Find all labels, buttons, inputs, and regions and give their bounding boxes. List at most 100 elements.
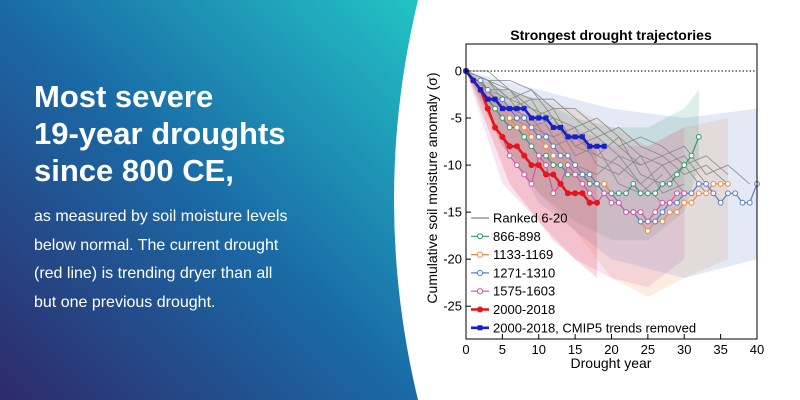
legend-label: 2000-2018 bbox=[493, 302, 555, 317]
headline: Most severe 19-year droughts since 800 C… bbox=[34, 78, 374, 189]
legend-entry: 1271-1310 bbox=[471, 265, 555, 280]
ranked-line-15 bbox=[465, 70, 641, 166]
data-point bbox=[674, 199, 680, 206]
y-tick-label: -25 bbox=[443, 299, 462, 314]
legend-label: Ranked 6-20 bbox=[493, 211, 567, 226]
data-point bbox=[470, 77, 476, 83]
data-point bbox=[514, 124, 520, 131]
data-point bbox=[615, 190, 622, 197]
data-point bbox=[506, 152, 513, 159]
data-point bbox=[637, 209, 644, 216]
headline-line-1: Most severe bbox=[34, 79, 214, 114]
data-point bbox=[579, 190, 586, 197]
data-point bbox=[499, 115, 506, 121]
data-point bbox=[674, 209, 680, 216]
legend-marker bbox=[476, 251, 484, 258]
data-point bbox=[659, 218, 666, 225]
data-point bbox=[558, 124, 564, 130]
data-point bbox=[674, 171, 680, 178]
data-point bbox=[637, 218, 644, 225]
data-point bbox=[535, 152, 542, 159]
data-point bbox=[499, 133, 506, 140]
data-point bbox=[659, 199, 666, 206]
data-point bbox=[521, 152, 528, 159]
data-point bbox=[681, 199, 688, 206]
data-point bbox=[528, 180, 535, 187]
data-point bbox=[492, 124, 499, 131]
legend-entry: 2000-2018 bbox=[471, 302, 555, 317]
data-point bbox=[666, 209, 673, 216]
data-point bbox=[688, 190, 695, 197]
data-point bbox=[514, 106, 520, 112]
data-point bbox=[521, 106, 527, 112]
data-point bbox=[528, 133, 535, 140]
data-point bbox=[550, 143, 557, 150]
x-axis-label: Drought year bbox=[571, 355, 652, 371]
data-point bbox=[528, 162, 535, 169]
data-point bbox=[725, 180, 731, 187]
x-tick-label: 40 bbox=[750, 342, 764, 357]
data-point bbox=[594, 143, 600, 149]
data-point bbox=[564, 162, 571, 168]
ranked-line-10 bbox=[465, 70, 750, 185]
y-axis-label: Cumulative soil moisture anomaly (σ) bbox=[424, 72, 440, 303]
data-point bbox=[521, 115, 528, 121]
legend-marker bbox=[476, 269, 484, 276]
x-tick-label: 25 bbox=[641, 342, 655, 357]
data-point bbox=[492, 105, 499, 112]
data-point bbox=[579, 134, 585, 140]
legend-marker bbox=[477, 306, 483, 313]
legend-entry: 1133-1169 bbox=[471, 247, 553, 262]
data-point bbox=[630, 180, 637, 187]
data-point bbox=[666, 199, 673, 206]
data-point bbox=[579, 171, 586, 178]
data-point bbox=[543, 143, 549, 150]
data-point bbox=[550, 171, 557, 178]
data-point bbox=[739, 199, 746, 206]
data-point bbox=[550, 190, 557, 197]
uncertainty-band-866-898 bbox=[466, 71, 699, 241]
data-point bbox=[586, 199, 593, 206]
data-point bbox=[695, 190, 702, 197]
y-tick-label: -20 bbox=[443, 252, 462, 267]
series-2000-2018 bbox=[463, 68, 600, 206]
y-tick-label: -5 bbox=[450, 111, 462, 126]
data-point bbox=[484, 86, 491, 93]
data-point bbox=[557, 152, 564, 159]
data-point bbox=[492, 96, 498, 102]
data-point bbox=[725, 190, 731, 197]
legend-label: 1575-1603 bbox=[493, 284, 555, 299]
data-point bbox=[528, 115, 534, 121]
data-point bbox=[484, 105, 491, 112]
data-point bbox=[499, 96, 506, 103]
data-point bbox=[506, 115, 513, 121]
data-point bbox=[543, 171, 550, 178]
data-point bbox=[601, 180, 608, 187]
data-point bbox=[543, 115, 549, 121]
gradient-panel bbox=[0, 0, 418, 400]
data-point bbox=[659, 209, 666, 216]
data-point bbox=[550, 152, 557, 159]
headline-line-3: since 800 CE, bbox=[34, 153, 234, 188]
data-point bbox=[623, 190, 629, 197]
data-point bbox=[644, 190, 651, 197]
data-point bbox=[535, 162, 542, 169]
legend-entry: 1575-1603 bbox=[471, 284, 555, 299]
data-point bbox=[652, 190, 659, 197]
data-point bbox=[695, 180, 702, 187]
uncertainty-band-2000-2018 bbox=[466, 71, 597, 278]
data-point bbox=[644, 228, 651, 234]
data-point bbox=[550, 124, 556, 130]
data-point bbox=[572, 134, 578, 140]
description: as measured by soil moisture levels belo… bbox=[34, 203, 364, 317]
headline-line-2: 19-year droughts bbox=[34, 116, 286, 151]
x-tick-label: 30 bbox=[677, 342, 691, 357]
data-point bbox=[564, 171, 571, 178]
y-tick-label: 0 bbox=[455, 64, 462, 79]
data-point bbox=[695, 133, 702, 140]
data-point bbox=[652, 209, 659, 216]
data-point bbox=[746, 199, 753, 206]
data-point bbox=[528, 143, 535, 150]
legend-marker bbox=[476, 233, 484, 240]
data-point bbox=[478, 87, 484, 93]
